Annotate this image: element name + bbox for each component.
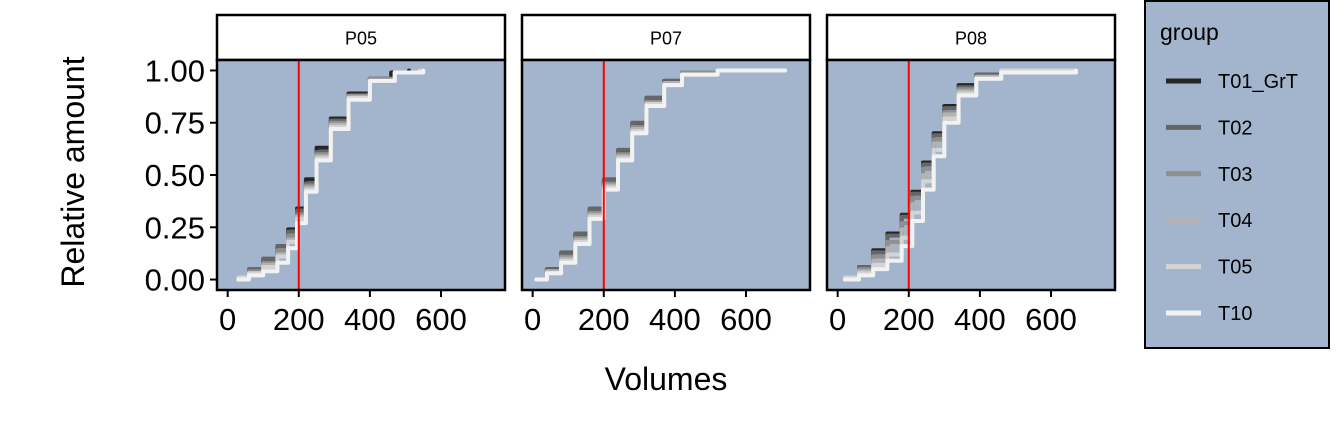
y-tick-label: 1.00 xyxy=(145,53,205,88)
panel-p05: P05 0 200 400 600 xyxy=(215,13,507,337)
panels-layer: P05 0 200 400 600 P07 0 200 400 600 P08 0 200 400 600 xyxy=(215,13,1117,337)
x-tick-label: 400 xyxy=(954,302,1006,337)
legend-label: T05 xyxy=(1218,257,1252,279)
x-tick-label: 200 xyxy=(578,302,630,337)
facet-strip xyxy=(825,13,1117,62)
facet-strip-label: P05 xyxy=(345,29,377,49)
x-tick-label: 600 xyxy=(1025,302,1077,337)
legend-label: T10 xyxy=(1218,303,1252,325)
legend-label: T02 xyxy=(1218,117,1252,139)
x-tick-label: 600 xyxy=(720,302,772,337)
facet-strip xyxy=(520,13,812,62)
x-tick-label: 400 xyxy=(649,302,701,337)
legend-label: T04 xyxy=(1218,210,1252,232)
panel-p07: P07 0 200 400 600 xyxy=(520,13,812,337)
legend-title: group xyxy=(1160,19,1219,45)
series-group xyxy=(534,68,788,282)
facet-strip xyxy=(215,13,507,62)
y-tick-label: 0.00 xyxy=(145,263,205,298)
x-tick-label: 200 xyxy=(273,302,325,337)
legend-label: T01_GrT xyxy=(1218,71,1298,93)
series-line-t10 xyxy=(236,68,426,282)
y-tick-label: 0.50 xyxy=(145,158,205,193)
series-line-t10 xyxy=(842,68,1078,282)
x-axis-title: Volumes xyxy=(605,361,728,397)
legend-label: T03 xyxy=(1218,164,1252,186)
y-axis: 0.00 0.25 0.50 0.75 1.00 xyxy=(145,53,217,298)
y-tick-label: 0.75 xyxy=(145,106,205,141)
x-tick-label: 200 xyxy=(883,302,935,337)
panel-p08: P08 0 200 400 600 xyxy=(825,13,1117,337)
y-axis-title: Relative amount xyxy=(55,56,91,287)
panel-border xyxy=(520,58,812,292)
x-tick-label: 0 xyxy=(219,302,236,337)
x-tick-label: 400 xyxy=(344,302,396,337)
facet-strip-label: P08 xyxy=(955,29,987,49)
panel-border xyxy=(825,58,1117,292)
x-tick-label: 0 xyxy=(829,302,846,337)
legend: group T01_GrT T02 T03 T04 T05 T10 xyxy=(1144,0,1330,349)
y-tick-label: 0.25 xyxy=(145,210,205,245)
facet-strip-label: P07 xyxy=(650,29,682,49)
series-group xyxy=(236,68,426,282)
x-tick-label: 600 xyxy=(415,302,467,337)
series-group xyxy=(842,68,1078,282)
series-line-t10 xyxy=(534,68,788,282)
x-tick-label: 0 xyxy=(524,302,541,337)
